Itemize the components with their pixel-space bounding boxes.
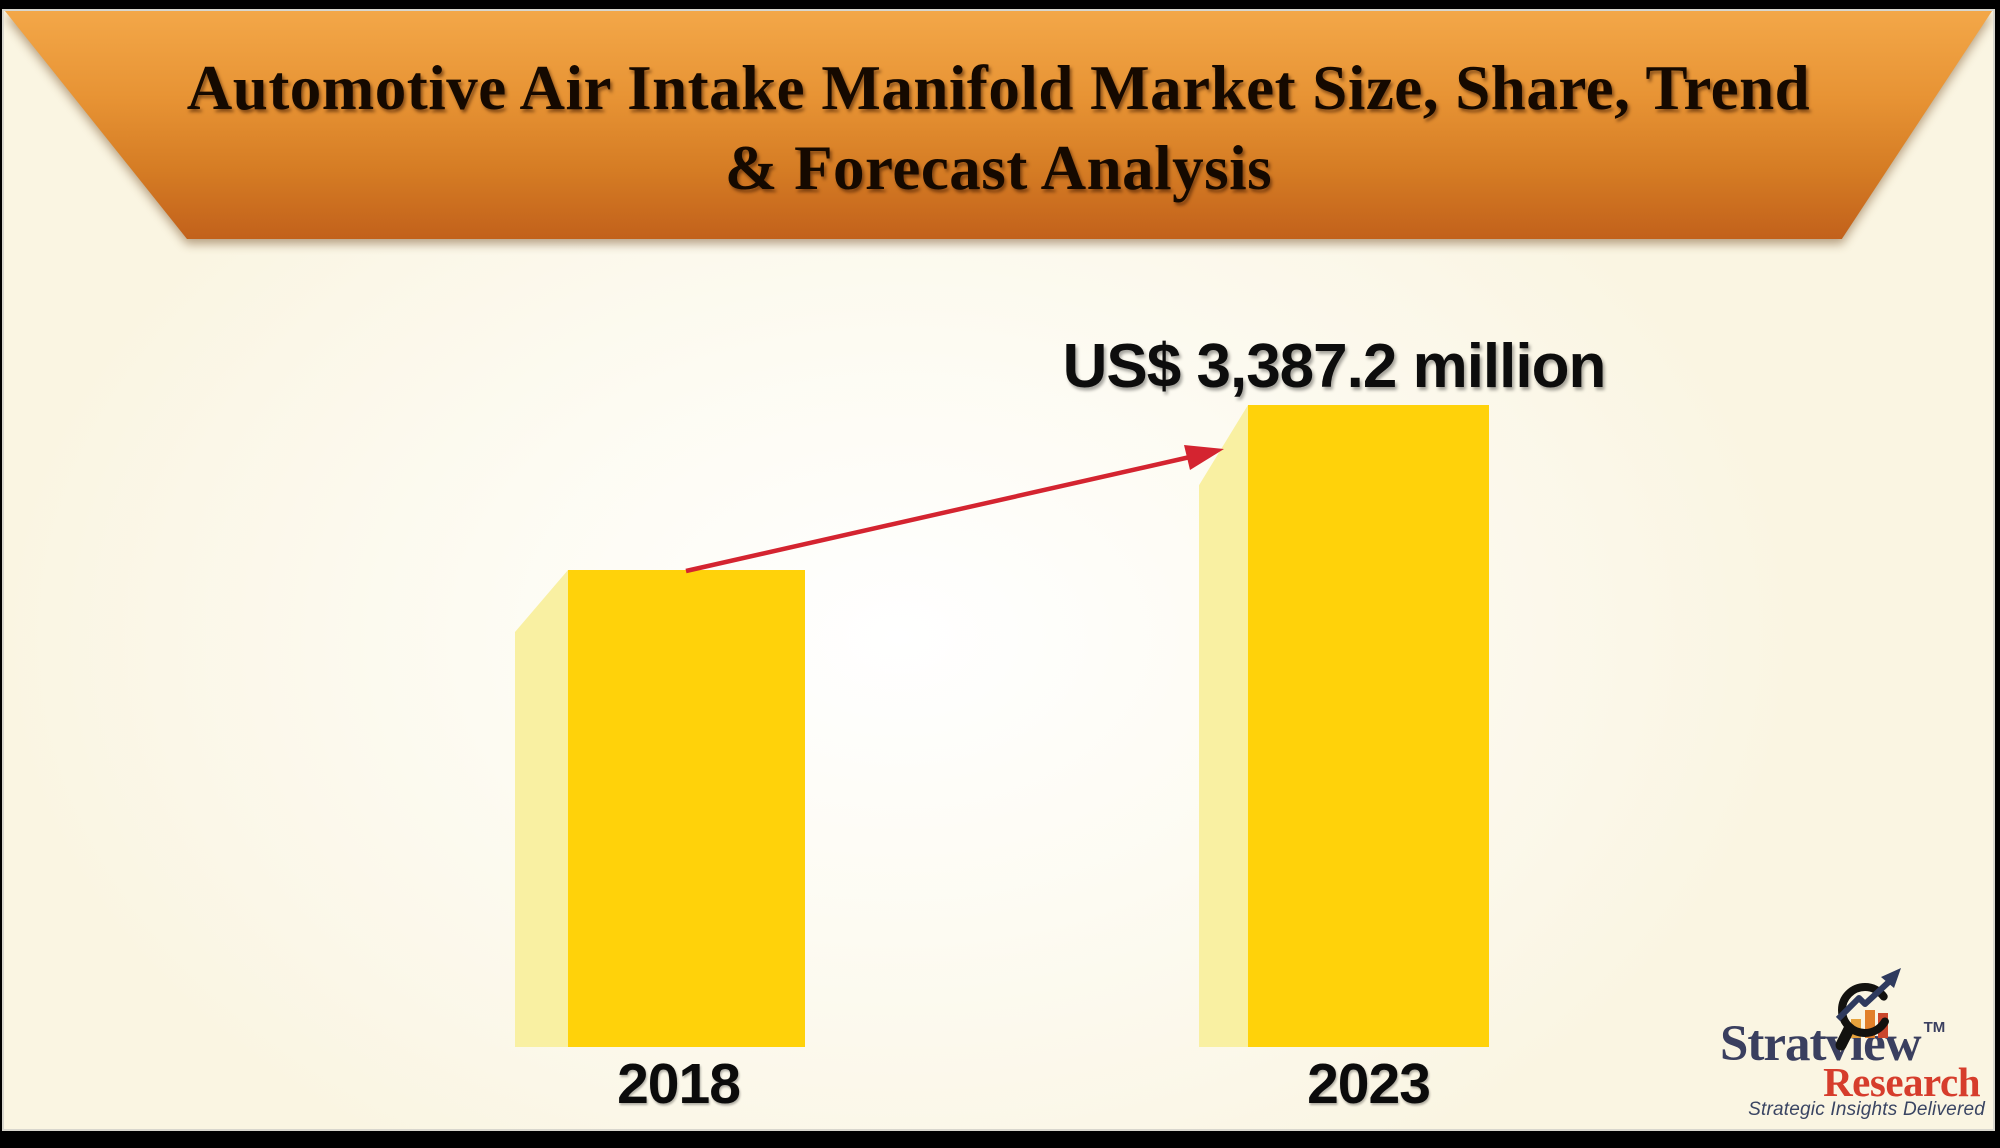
magnifier-growth-icon: [1835, 968, 1901, 1051]
logo-division-text: Research: [1823, 1059, 1980, 1105]
bar-2023-front-face: [1248, 405, 1489, 1047]
axis-label-2023: 2023: [1307, 1052, 1431, 1116]
title-banner-wrap: Automotive Air Intake Manifold Market Si…: [4, 11, 1993, 243]
title-banner: Automotive Air Intake Manifold Market Si…: [4, 11, 1993, 239]
bar-2023-side-face: [1199, 405, 1248, 1047]
axis-label-2018: 2018: [617, 1052, 741, 1116]
bar-2018-side-face: [515, 570, 568, 1047]
logo-brand-text: Stratview TM: [1720, 1015, 1945, 1073]
bar-2018-front-face: [568, 570, 805, 1047]
value-label-2023: US$ 3,387.2 million: [1062, 332, 1607, 401]
slide-canvas: Automotive Air Intake Manifold Market Si…: [2, 9, 1995, 1131]
logo-brand-name: Stratview: [1720, 1016, 1922, 1072]
page-title-line2: & Forecast Analysis: [724, 133, 1273, 203]
logo-tagline-text: Strategic Insights Delivered: [1748, 1099, 1985, 1120]
trademark-symbol: TM: [1923, 1019, 1946, 1036]
page-title-line1: Automotive Air Intake Manifold Market Si…: [186, 53, 1811, 123]
